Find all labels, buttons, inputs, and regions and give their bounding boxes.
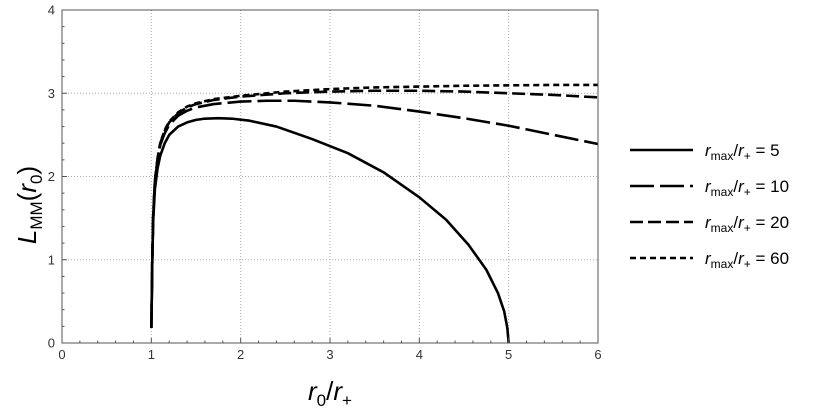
x-tick-label: 3 [326,347,333,362]
y-axis-label-main: L [12,230,42,244]
legend-part-sep: / [733,141,738,160]
x-axis-label-main2: r [333,376,343,406]
x-tick-label: 0 [58,347,65,362]
legend-part-sub: max [711,257,734,271]
legend-entry-10: rmax/r+ = 10 [705,177,789,199]
legend-part-sub: max [711,185,734,199]
legend-part-value: 5 [770,141,779,160]
y-tick-label: 0 [48,336,55,351]
x-tick-label: 1 [148,347,155,362]
legend-entry-20: rmax/r+ = 20 [705,213,789,235]
legend-part-sub: max [711,221,734,235]
y-tick-label: 4 [48,3,55,18]
y-tick-label: 3 [48,86,55,101]
grid [62,10,598,343]
y-axis-label: LMM(r0) [12,166,46,244]
legend-part-value: 10 [770,177,789,196]
series-line-20 [150,89,599,329]
y-axis-label-close: ) [12,166,42,175]
curves [150,83,599,344]
legend-entry-5: rmax/r+ = 5 [705,141,780,163]
legend-part-eq: = [751,177,770,196]
legend-part-sep: / [733,213,738,232]
legend-part-main2: r [738,249,745,268]
y-tick-label: 2 [48,169,55,184]
legend-part-eq: = [751,249,770,268]
legend-part-sep: / [733,249,738,268]
x-axis-label-sub: 0 [317,391,326,410]
legend-part-sub: max [711,149,734,163]
x-axis-label-main: r [308,376,318,406]
legend-part-value: 60 [770,249,789,268]
legend-part-sub2: + [744,149,751,163]
legend-part-sub2: + [744,221,751,235]
legend-part-main: r [705,141,712,160]
legend-part-eq: = [751,141,770,160]
axis-ticks: 0 1 2 3 4 5 6 0 1 2 3 4 [48,3,602,363]
legend-part-main: r [705,213,712,232]
legend-part-main2: r [738,177,745,196]
legend-entry-60: rmax/r+ = 60 [705,249,789,271]
legend-part-sub2: + [744,185,751,199]
x-tick-label: 5 [505,347,512,362]
y-axis-label-open: ( [12,192,42,201]
y-axis-label-arg: r [12,183,42,193]
legend-part-main: r [705,249,712,268]
x-tick-label: 2 [237,347,244,362]
legend-part-main: r [705,177,712,196]
legend-part-sep: / [733,177,738,196]
legend-part-eq: = [751,213,770,232]
legend-part-value: 20 [770,213,789,232]
y-axis-label-argsub: 0 [27,175,46,184]
x-axis-label-sub2: + [342,391,352,410]
x-tick-label: 4 [416,347,423,362]
legend-part-main2: r [738,213,745,232]
y-axis-label-sub: MM [27,201,46,229]
series-line-60 [150,83,598,329]
legend-part-main2: r [738,141,745,160]
x-axis-label: r0/r+ [308,376,352,410]
x-axis-label-sep: / [326,376,334,406]
series-line-10 [150,99,599,329]
y-tick-label: 1 [48,252,55,267]
x-tick-label: 6 [594,347,601,362]
legend-part-sub2: + [744,257,751,271]
